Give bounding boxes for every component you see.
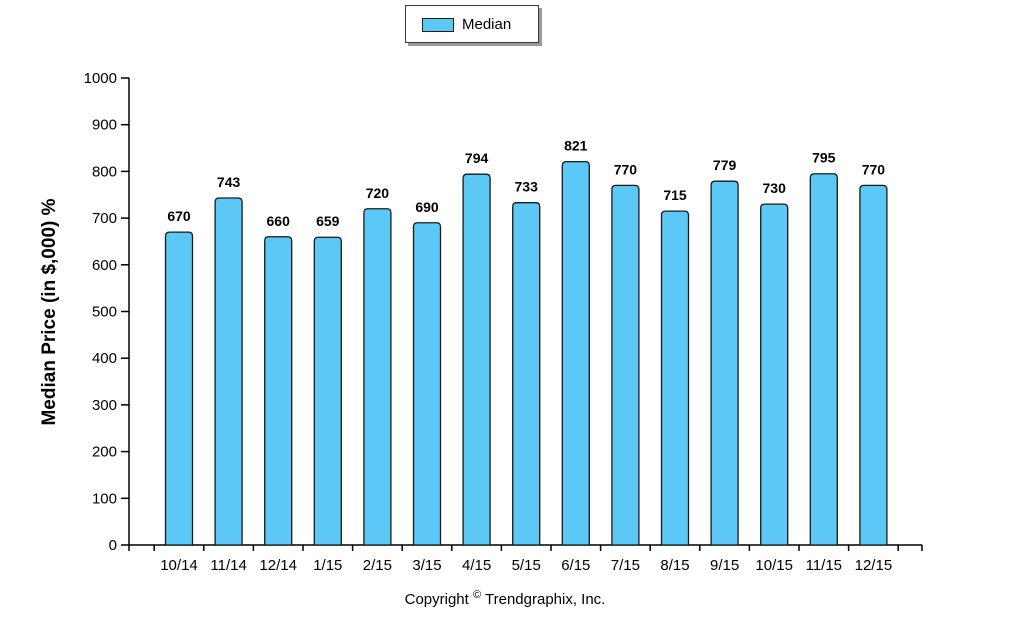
- x-tick-label: 8/15: [660, 557, 689, 574]
- bar: [760, 203, 789, 546]
- legend-label: Median: [462, 16, 512, 33]
- x-tick-label: 9/15: [710, 557, 739, 574]
- copyright-symbol: ©: [473, 589, 482, 601]
- data-label: 743: [217, 174, 241, 190]
- copyright-owner: Trendgraphix, Inc.: [485, 591, 606, 608]
- data-label: 795: [812, 150, 836, 166]
- y-tick-label: 700: [92, 210, 117, 227]
- copyright-text: Copyright © Trendgraphix, Inc.: [0, 589, 1010, 608]
- x-tick-label: 12/14: [259, 557, 297, 574]
- data-labels: 670 743 660 659 720 690 794 733 821 770 715 779 730 7…: [167, 138, 885, 230]
- x-tick-label: 12/15: [855, 557, 893, 574]
- x-tick-label: 7/15: [611, 557, 640, 574]
- data-label: 770: [614, 161, 638, 177]
- y-tick-label: 1000: [84, 70, 117, 87]
- copyright-prefix: Copyright: [404, 591, 469, 608]
- data-label: 770: [862, 161, 886, 177]
- data-label: 733: [515, 179, 539, 195]
- bar: [710, 180, 739, 546]
- bar: [462, 173, 491, 546]
- y-tick-label: 900: [92, 117, 117, 134]
- y-tick-label: 500: [92, 304, 117, 321]
- legend-swatch: [422, 18, 454, 32]
- x-tick-label: 6/15: [561, 557, 590, 574]
- legend: Median: [405, 5, 539, 43]
- x-tick-label: 5/15: [512, 557, 541, 574]
- y-axis-title: Median Price (in $,000) %: [39, 198, 60, 425]
- bar: [809, 173, 838, 546]
- y-tick-label: 600: [92, 257, 117, 274]
- y-tick-label: 300: [92, 397, 117, 414]
- bar: [561, 160, 590, 546]
- data-label: 659: [316, 213, 340, 229]
- bar: [512, 202, 541, 546]
- x-tick-label: 4/15: [462, 557, 491, 574]
- bar: [611, 184, 640, 546]
- bar: [214, 197, 243, 546]
- data-label: 794: [465, 150, 489, 166]
- y-tick-label: 800: [92, 163, 117, 180]
- x-tick-label: 11/15: [806, 557, 842, 574]
- bar: [164, 231, 194, 546]
- x-tick-label: 3/15: [412, 557, 441, 574]
- bar: [412, 222, 442, 546]
- x-axis: 10/14 11/14 12/14 1/15 2/15 3/15 4/15 5/15 6/15 7…: [128, 544, 923, 574]
- x-tick-label: 11/14: [210, 557, 246, 574]
- data-label: 715: [663, 187, 687, 203]
- y-tick-label: 100: [92, 490, 117, 507]
- bar: [264, 236, 293, 546]
- y-tick-label: 200: [92, 444, 117, 461]
- x-tick-label: 2/15: [363, 557, 392, 574]
- bar: [660, 210, 690, 546]
- y-tick-label: 400: [92, 350, 117, 367]
- data-label: 821: [564, 138, 588, 154]
- bar: [859, 184, 888, 546]
- bar: [363, 208, 392, 546]
- data-label: 730: [763, 180, 787, 196]
- y-axis: 0 100 200 300 400 500 600 700 800 900 1000: [84, 70, 130, 554]
- x-tick-label: 10/15: [755, 557, 793, 574]
- x-tick-label: 1/15: [313, 557, 342, 574]
- data-label: 660: [267, 213, 291, 229]
- data-label: 779: [713, 157, 737, 173]
- data-label: 690: [415, 199, 439, 215]
- bar: [313, 236, 342, 546]
- y-tick-label: 0: [109, 537, 117, 554]
- bars: [164, 160, 888, 546]
- data-label: 720: [366, 185, 390, 201]
- data-label: 670: [167, 208, 191, 224]
- x-tick-label: 10/14: [160, 557, 198, 574]
